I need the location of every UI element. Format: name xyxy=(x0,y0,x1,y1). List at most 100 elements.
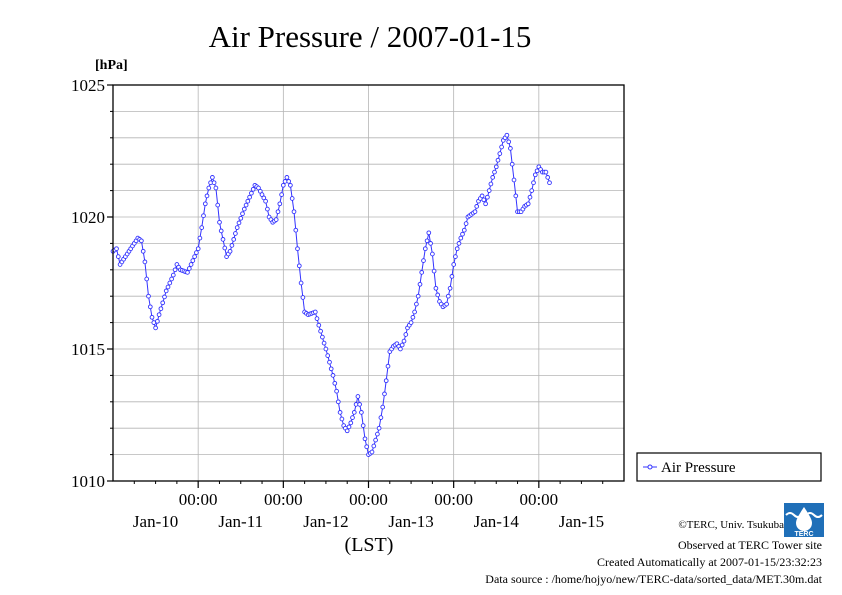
data-point xyxy=(169,276,174,282)
data-point xyxy=(236,220,242,226)
data-point xyxy=(378,415,384,420)
y-tick-label: 1010 xyxy=(71,472,105,491)
data-point xyxy=(461,227,467,233)
data-point xyxy=(211,180,217,186)
data-point xyxy=(422,246,428,252)
data-point xyxy=(447,285,453,291)
data-point xyxy=(417,281,423,287)
data-point xyxy=(199,225,205,230)
data-point xyxy=(350,415,355,420)
data-point xyxy=(202,201,208,207)
data-point xyxy=(474,204,480,209)
data-point xyxy=(215,202,221,208)
data-point xyxy=(332,380,338,386)
data-point xyxy=(241,206,247,212)
data-point xyxy=(325,353,331,358)
data-point xyxy=(360,423,366,428)
data-point xyxy=(233,231,238,236)
data-point xyxy=(172,267,178,273)
data-point xyxy=(513,193,519,199)
data-point xyxy=(139,238,144,244)
data-point xyxy=(144,276,150,282)
data-markers xyxy=(110,132,552,457)
data-point xyxy=(220,237,226,242)
data-point xyxy=(185,270,190,275)
grid-lines xyxy=(113,85,624,481)
data-point xyxy=(229,243,235,248)
data-point xyxy=(197,235,203,241)
data-point xyxy=(479,193,485,199)
data-point xyxy=(362,436,368,442)
data-point xyxy=(155,318,160,324)
data-point xyxy=(460,231,465,237)
data-point xyxy=(493,164,499,170)
data-point xyxy=(385,363,391,369)
y-tick-label: 1025 xyxy=(71,76,105,95)
data-point xyxy=(430,251,435,257)
x-tick-time-label: 00:00 xyxy=(434,490,473,509)
y-tick-label: 1020 xyxy=(71,208,105,227)
data-point xyxy=(364,444,370,450)
data-point xyxy=(375,431,380,437)
x-axis-label: (LST) xyxy=(345,534,394,556)
data-point xyxy=(369,449,375,455)
data-point xyxy=(249,190,254,196)
credit-observed: Observed at TERC Tower site xyxy=(677,538,822,552)
data-point xyxy=(186,266,192,271)
data-point xyxy=(497,151,503,156)
data-point xyxy=(339,416,345,422)
data-point xyxy=(453,254,458,259)
data-point xyxy=(204,193,210,199)
x-tick-time-label: 00:00 xyxy=(264,490,303,509)
data-point xyxy=(147,304,153,310)
data-point xyxy=(295,246,300,252)
data-point xyxy=(401,338,407,344)
data-point xyxy=(380,404,386,410)
data-point xyxy=(330,373,336,378)
data-point xyxy=(286,179,292,184)
data-point xyxy=(499,144,504,150)
data-point xyxy=(263,198,268,204)
data-point xyxy=(300,295,306,300)
data-point xyxy=(490,175,496,180)
data-point xyxy=(357,402,362,407)
data-point xyxy=(408,320,414,325)
data-point xyxy=(444,301,449,307)
data-point xyxy=(247,194,252,200)
data-point xyxy=(153,325,158,331)
data-point xyxy=(265,206,270,212)
data-point xyxy=(532,172,538,178)
data-point xyxy=(142,259,148,265)
legend-box xyxy=(636,452,822,482)
data-point xyxy=(210,175,215,180)
x-tick-time-label: 00:00 xyxy=(349,490,388,509)
data-point xyxy=(454,246,460,252)
x-tick-time-label: 00:00 xyxy=(179,490,218,509)
data-point xyxy=(213,185,219,191)
x-date-label: Jan-11 xyxy=(218,512,263,531)
data-point xyxy=(222,245,228,251)
x-date-label: Jan-13 xyxy=(388,512,433,531)
data-point xyxy=(234,225,240,230)
data-point xyxy=(506,139,512,145)
data-point xyxy=(146,293,151,299)
data-point xyxy=(170,272,176,278)
x-date-label: Jan-14 xyxy=(474,512,520,531)
data-point xyxy=(547,180,552,186)
data-point xyxy=(160,300,166,306)
data-point xyxy=(312,309,318,315)
data-point xyxy=(525,201,531,207)
data-point xyxy=(428,241,433,246)
data-point xyxy=(291,209,297,215)
data-point xyxy=(277,201,283,207)
data-point xyxy=(529,188,535,193)
data-point xyxy=(194,250,199,255)
data-point xyxy=(495,157,501,163)
data-point xyxy=(243,202,249,208)
data-point xyxy=(355,394,361,399)
data-point xyxy=(231,237,237,242)
legend-marker-swatch xyxy=(647,464,653,470)
data-point xyxy=(424,238,430,244)
data-point xyxy=(371,443,377,449)
